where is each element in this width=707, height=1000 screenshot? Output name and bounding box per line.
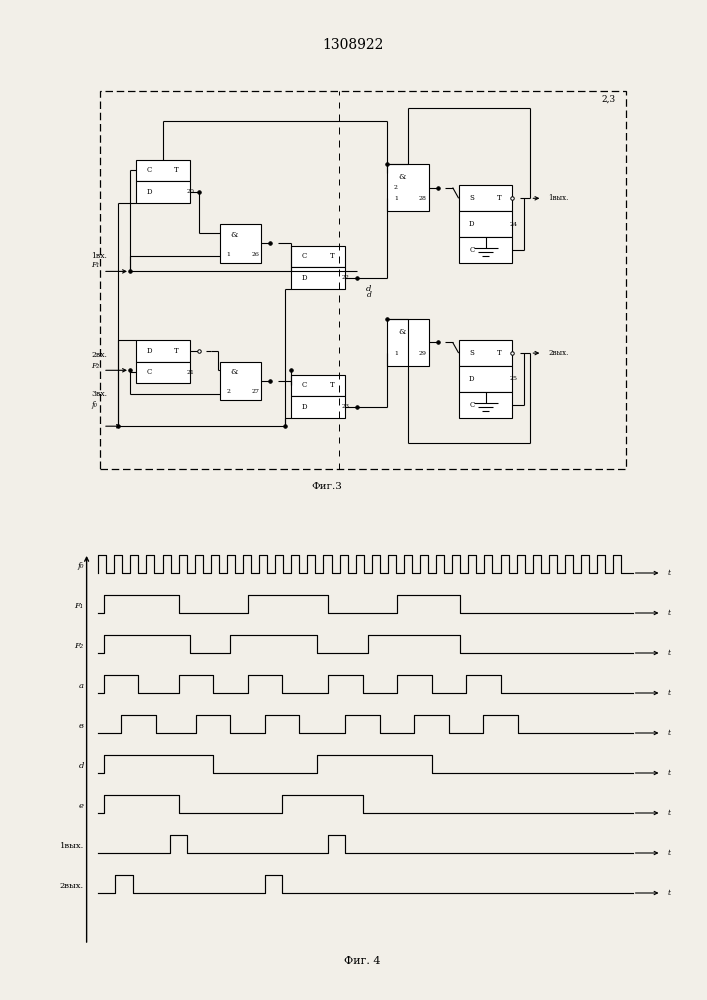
Text: 22: 22 [342,275,350,280]
Text: 1вых.: 1вых. [549,194,568,202]
Text: t: t [667,809,670,817]
Text: &: & [398,173,406,181]
Text: f₀: f₀ [77,562,83,570]
Bar [291,396,345,418]
Text: 20: 20 [187,189,194,194]
Bar [459,237,513,263]
Text: C: C [469,246,474,254]
Text: T: T [497,194,502,202]
Text: C: C [302,252,307,260]
Text: в: в [79,722,83,730]
Text: 1: 1 [394,351,398,356]
Bar [459,392,513,418]
Text: 1: 1 [394,196,398,201]
Text: F₁: F₁ [75,602,83,610]
Text: 23: 23 [342,404,350,409]
Text: &: & [230,368,238,376]
Text: C: C [469,401,474,409]
Bar [136,340,189,362]
Text: e: e [78,802,83,810]
Text: 2: 2 [394,185,398,190]
Bar [220,362,262,400]
Bar [459,366,513,392]
Text: 2вых.: 2вых. [59,882,83,890]
Text: Фиг. 4: Фиг. 4 [344,956,381,966]
Text: D: D [469,375,474,383]
Text: D: D [302,274,307,282]
Text: D: D [302,403,307,411]
Bar [136,160,189,181]
Text: t: t [667,849,670,857]
Text: 1308922: 1308922 [323,38,384,52]
Text: 1: 1 [226,252,230,257]
Text: f₀: f₀ [91,401,97,409]
Text: d: d [366,285,372,293]
Text: T: T [174,166,179,174]
Text: C: C [146,368,151,376]
Text: F₂: F₂ [75,642,83,650]
Text: &: & [230,231,238,239]
Text: F₁: F₁ [91,261,99,269]
Text: &: & [398,328,406,336]
Bar [291,375,345,396]
Text: d: d [366,291,371,299]
Text: S: S [469,194,474,202]
Text: C: C [146,166,151,174]
Text: t: t [667,729,670,737]
Text: t: t [667,689,670,697]
Text: 25: 25 [510,376,518,381]
Bar [220,224,262,263]
Text: a: a [78,682,83,690]
Text: t: t [667,889,670,897]
Bar [136,362,189,383]
Text: 1вых.: 1вых. [59,842,83,850]
Bar [459,185,513,211]
Text: D: D [146,347,152,355]
Text: C: C [302,381,307,389]
Bar [291,246,345,267]
Text: t: t [667,569,670,577]
Text: 21: 21 [187,370,194,375]
Text: T: T [174,347,179,355]
Text: 26: 26 [252,252,259,257]
Text: F₂: F₂ [91,362,99,370]
Bar [100,91,626,469]
Text: 28: 28 [419,196,427,201]
Text: 2,3: 2,3 [601,95,615,104]
Text: 27: 27 [252,389,259,394]
Text: Фиг.3: Фиг.3 [312,482,343,491]
Text: d: d [78,762,83,770]
Text: D: D [469,220,474,228]
Text: 2вых.: 2вых. [549,349,568,357]
Text: t: t [667,609,670,617]
Bar [291,267,345,289]
Text: 29: 29 [419,351,427,356]
Text: 1вх.: 1вх. [91,252,107,260]
Text: 3вх.: 3вх. [91,390,107,398]
Text: T: T [497,349,502,357]
Text: 24: 24 [510,222,518,227]
Text: t: t [667,769,670,777]
Bar [387,164,428,211]
Text: S: S [469,349,474,357]
Bar [459,211,513,237]
Text: T: T [329,252,334,260]
Text: 2вх.: 2вх. [91,351,107,359]
Text: t: t [667,649,670,657]
Text: T: T [329,381,334,389]
Bar [136,181,189,203]
Bar [459,340,513,366]
Text: D: D [146,188,152,196]
Text: 2: 2 [226,389,230,394]
Bar [387,319,428,366]
